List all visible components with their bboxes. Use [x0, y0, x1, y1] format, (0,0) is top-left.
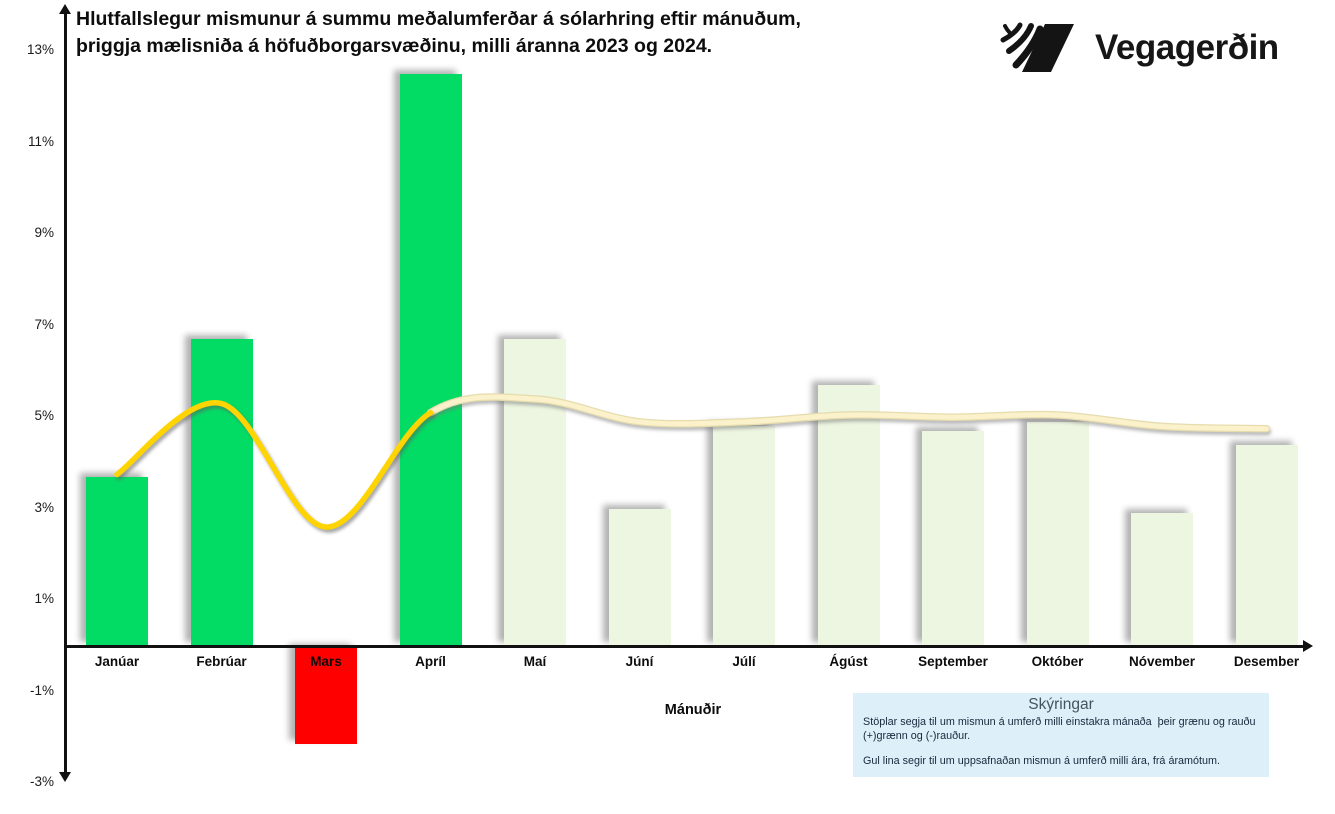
- y-axis: [64, 12, 67, 776]
- bar-október: [1026, 421, 1089, 646]
- month-label-október: Október: [1031, 654, 1084, 669]
- y-axis-arrow-up-icon: [59, 4, 71, 14]
- y-axis-tick-label: 13%: [26, 42, 54, 58]
- month-label-ágúst: Ágúst: [829, 654, 868, 669]
- bar-júlí: [713, 426, 775, 646]
- y-axis-tick-label: 11%: [27, 133, 54, 149]
- y-axis-arrow-down-icon: [59, 772, 71, 782]
- bar-júní: [608, 508, 671, 646]
- bar-mars: [295, 648, 357, 745]
- y-axis-tick-label: 7%: [34, 316, 54, 332]
- bar-nóvember: [1131, 513, 1193, 646]
- explanation-paragraph-bars: Stöplar segja til um mismun á umferð mil…: [863, 716, 1259, 742]
- logo-text: Vegagerðin: [1095, 28, 1279, 67]
- bar-september: [922, 430, 984, 646]
- month-label-júlí: Júlí: [732, 654, 756, 669]
- bar-janúar: [86, 476, 148, 646]
- month-label-apríl: Apríl: [415, 654, 446, 669]
- explanation-paragraph-line: Gul lina segir til um uppsafnaðan mismun…: [863, 755, 1221, 767]
- x-axis: [64, 645, 1304, 648]
- bar-febrúar: [190, 339, 253, 646]
- month-label-nóvember: Nóvember: [1128, 654, 1196, 669]
- x-axis-arrow-right-icon: [1303, 640, 1313, 652]
- bar-apríl: [399, 74, 462, 646]
- y-axis-tick-label: -3%: [29, 774, 54, 790]
- vegagerdin-logo: Vegagerðin: [993, 20, 1279, 76]
- page-title: Hlutfallslegur mismunur á summu meðalumf…: [76, 8, 801, 57]
- explanation-box: Skýringar Stöplar segja til um mismun á …: [853, 693, 1269, 777]
- cumulative-line-gold: [114, 400, 434, 530]
- road-tracks-icon: [1000, 22, 1074, 72]
- x-axis-title: Mánuðir: [664, 702, 722, 718]
- y-axis-tick-label: 9%: [34, 225, 54, 241]
- month-label-febrúar: Febrúar: [196, 654, 247, 669]
- month-label-mars: Mars: [310, 654, 342, 669]
- y-axis-tick-label: 1%: [34, 591, 54, 607]
- month-label-september: September: [918, 654, 988, 669]
- y-axis-tick-label: 5%: [34, 408, 54, 424]
- bar-ágúst: [817, 385, 880, 646]
- y-axis-tick-label: -1%: [29, 682, 54, 698]
- month-label-júní: Júní: [625, 654, 654, 669]
- month-label-desember: Desember: [1233, 654, 1300, 669]
- y-axis-tick-label: 3%: [34, 499, 54, 515]
- bar-maí: [504, 339, 566, 646]
- month-label-janúar: Janúar: [94, 654, 140, 669]
- month-label-maí: Maí: [523, 654, 547, 669]
- explanation-heading: Skýringar: [1028, 696, 1094, 713]
- bar-desember: [1235, 444, 1298, 646]
